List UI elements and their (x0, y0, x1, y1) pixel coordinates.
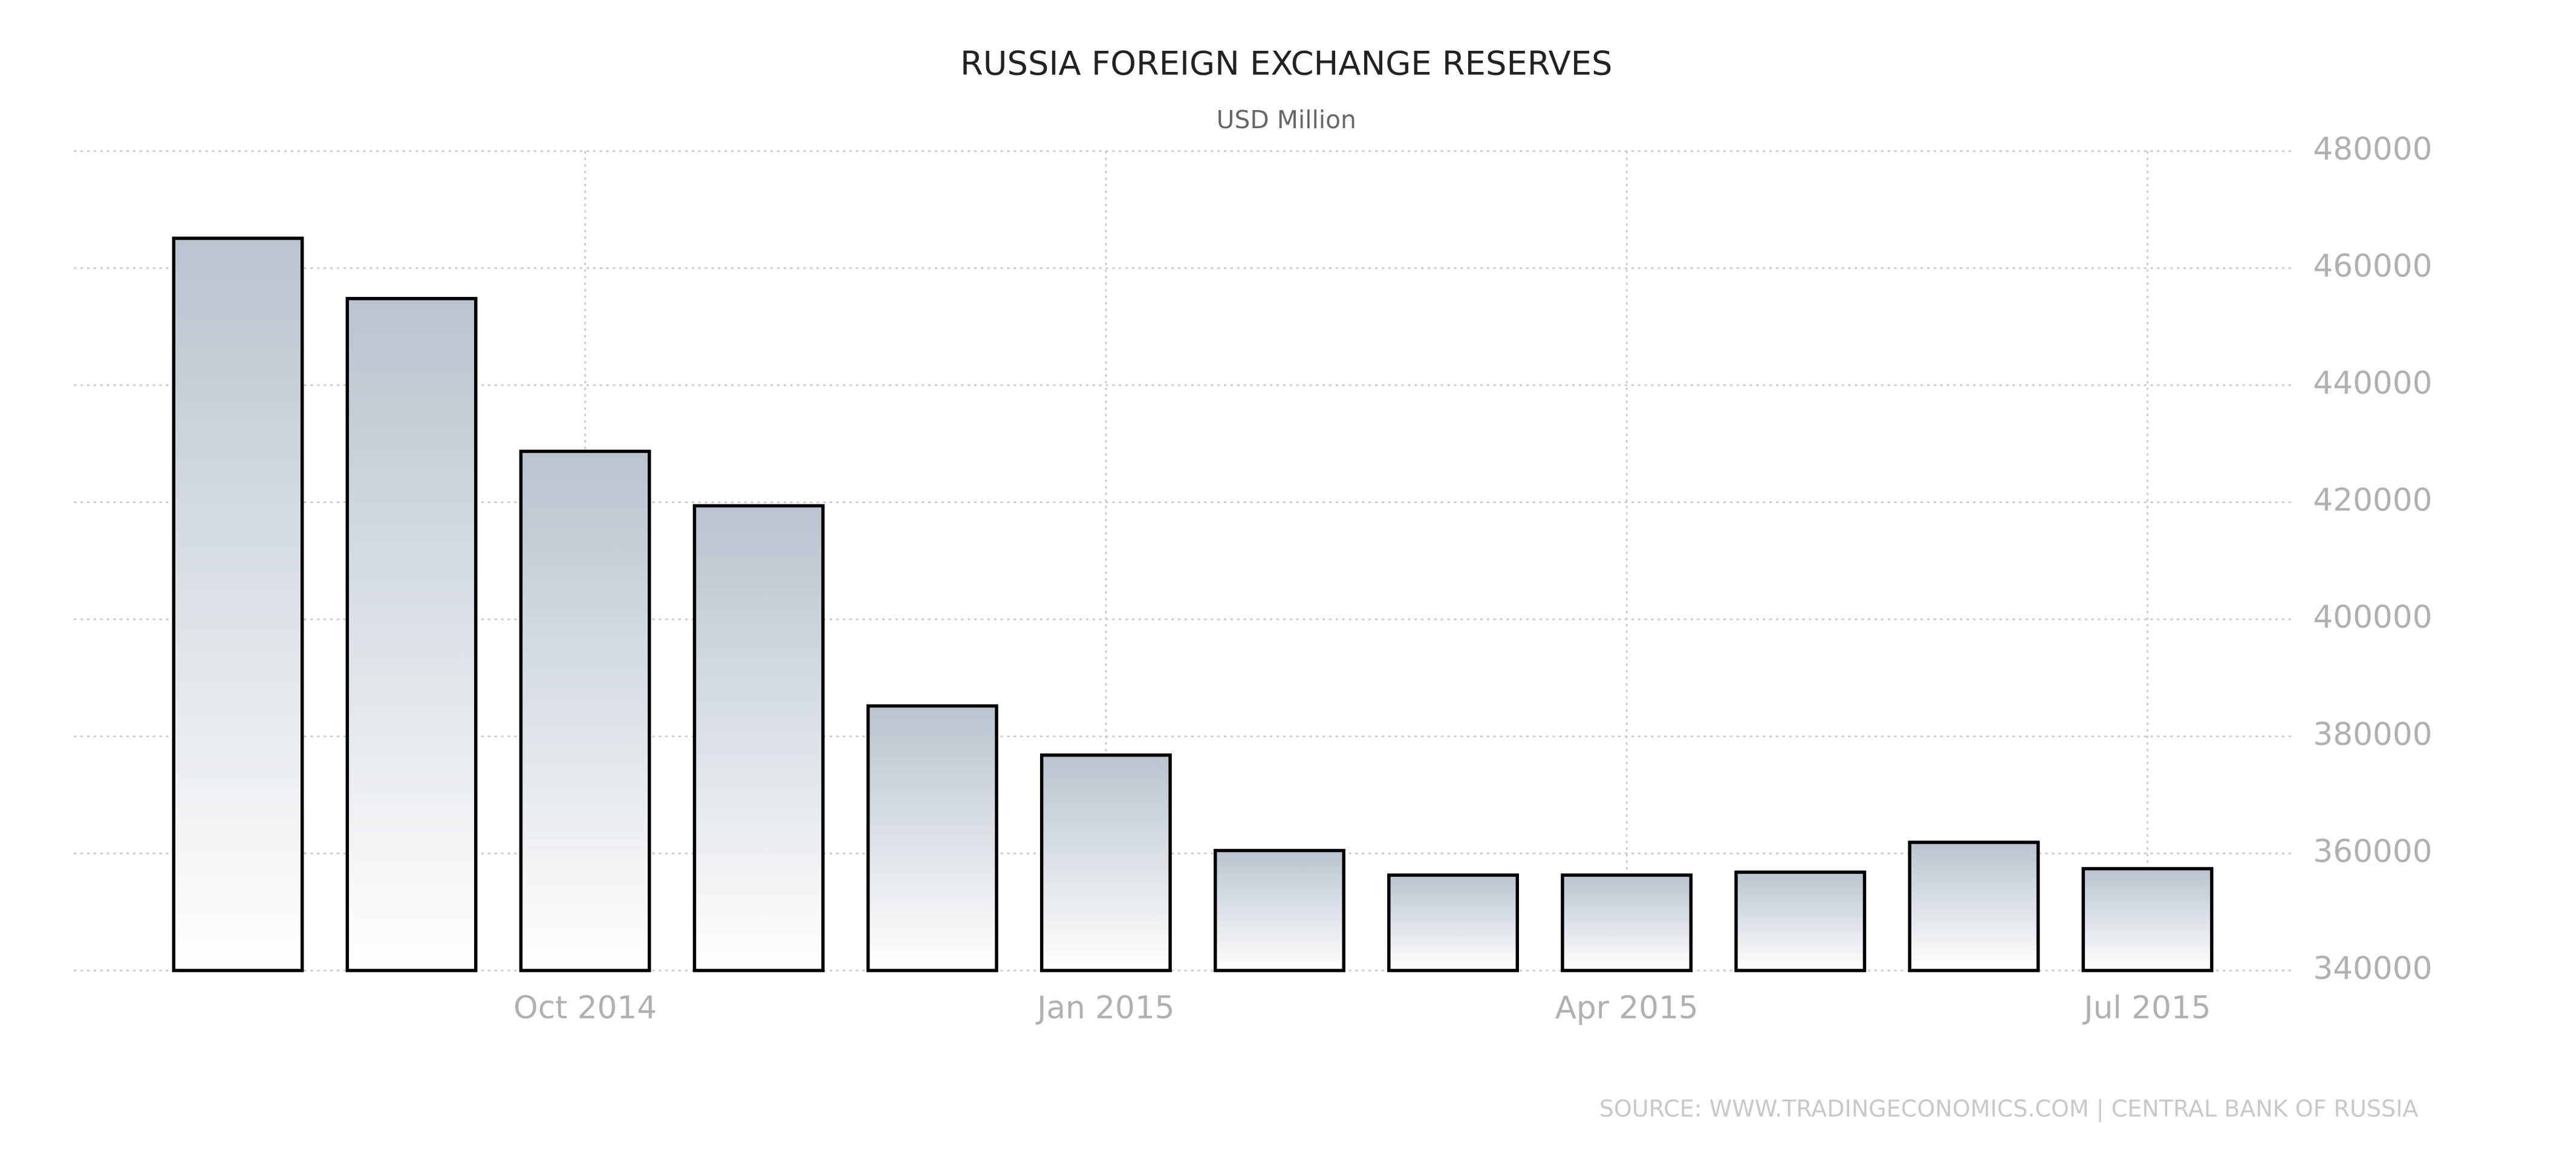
chart-title: RUSSIA FOREIGN EXCHANGE RESERVES (960, 45, 1613, 83)
bar (519, 449, 651, 972)
bar (1039, 753, 1172, 972)
y-tick-label: 480000 (2313, 131, 2432, 167)
y-tick-label: 340000 (2313, 951, 2432, 987)
chart-subtitle: USD Million (1217, 105, 1356, 134)
bar (1734, 870, 1867, 972)
y-tick-label: 360000 (2313, 833, 2432, 870)
y-tick-label: 400000 (2313, 599, 2432, 636)
x-tick-label: Apr 2015 (1555, 990, 1699, 1026)
bar (345, 297, 478, 972)
bar (692, 504, 825, 972)
y-tick-label: 460000 (2313, 248, 2432, 284)
x-tick-label: Oct 2014 (513, 990, 657, 1026)
x-tick-label: Jan 2015 (1035, 990, 1174, 1026)
source-note: SOURCE: WWW.TRADINGECONOMICS.COM | CENTR… (1599, 1095, 2418, 1122)
bar (1561, 873, 1693, 972)
x-tick-label: Jul 2015 (2082, 990, 2211, 1026)
bar (2081, 867, 2214, 972)
bar (1908, 841, 2040, 972)
bar (1214, 848, 1345, 972)
y-tick-label: 420000 (2313, 483, 2432, 519)
bar (172, 236, 304, 972)
y-tick-label: 380000 (2313, 717, 2432, 753)
y-tick-label: 440000 (2313, 365, 2432, 402)
bar (1387, 873, 1519, 972)
bar (866, 704, 998, 972)
